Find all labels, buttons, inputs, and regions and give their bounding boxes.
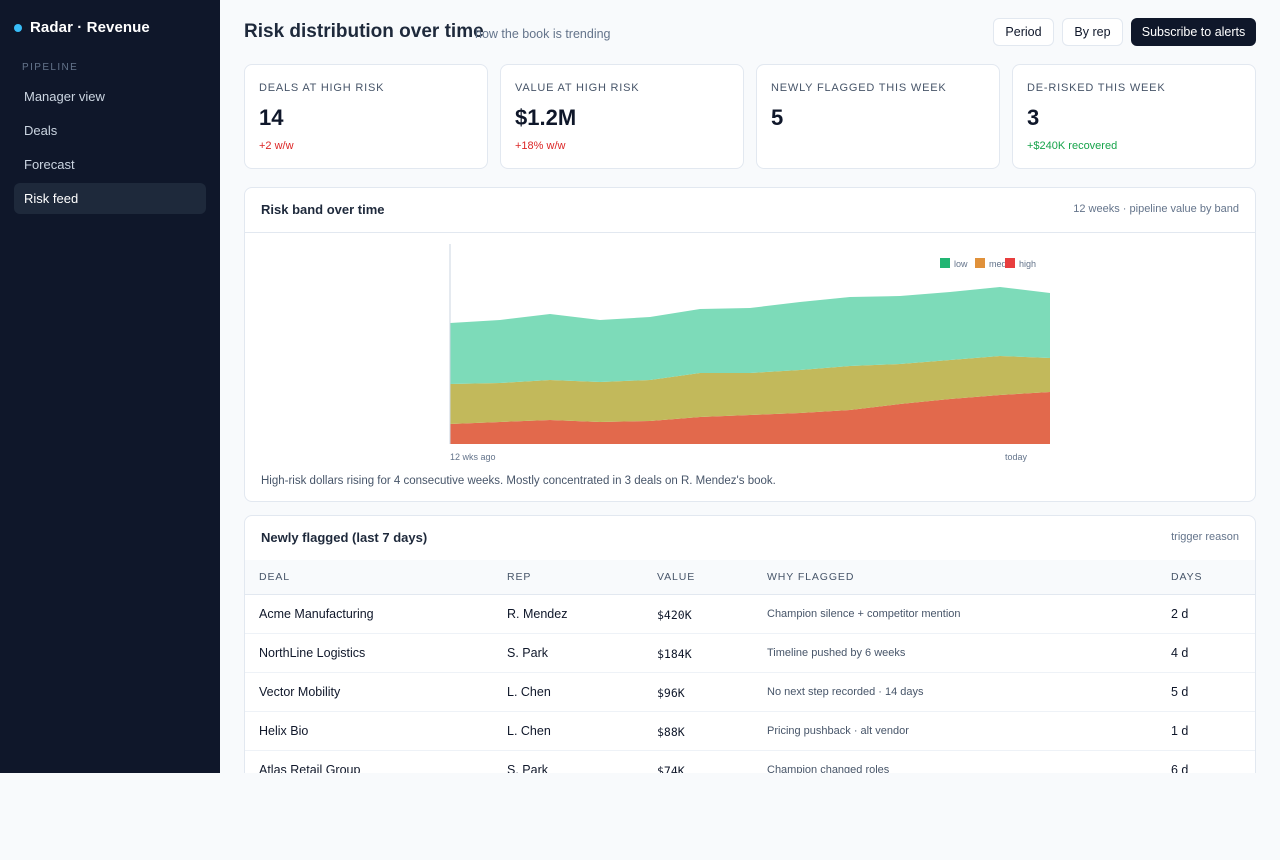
deal-value: $74K	[657, 764, 685, 773]
sidebar-item-deals[interactable]: Deals	[24, 123, 58, 138]
main-content: Risk distribution over time how the book…	[220, 0, 1280, 773]
days-flagged: 5 d	[1171, 685, 1189, 699]
by-rep-button[interactable]: By rep	[1062, 18, 1123, 46]
legend-label-high: high	[1019, 259, 1036, 269]
deal-value: $420K	[657, 608, 692, 622]
column-header-value: VALUE	[657, 571, 696, 583]
app-window: Radar · Revenue PIPELINE Manager view De…	[0, 0, 1280, 773]
rep-name: L. Chen	[507, 724, 551, 738]
sidebar-nav: Manager view Deals Forecast Risk feed	[14, 81, 206, 217]
table-row[interactable]: Acme Manufacturing R. Mendez $420K Champ…	[245, 595, 1255, 634]
kpi-card-value-high-risk: VALUE AT HIGH RISK $1.2M +18% w/w	[500, 64, 744, 169]
deal-name: Atlas Retail Group	[259, 763, 361, 773]
rep-name: S. Park	[507, 646, 548, 660]
area-series-low	[450, 287, 1050, 384]
chart-footnote: High-risk dollars rising for 4 consecuti…	[261, 475, 776, 487]
sidebar-item-manager-view[interactable]: Manager view	[24, 89, 105, 104]
flag-reason: Champion changed roles	[767, 764, 890, 773]
deal-name: Acme Manufacturing	[259, 607, 374, 621]
page-title: Risk distribution over time	[244, 21, 484, 42]
sidebar-item-forecast[interactable]: Forecast	[24, 157, 75, 172]
legend-swatch-high	[1005, 258, 1015, 268]
kpi-label: VALUE AT HIGH RISK	[515, 82, 640, 94]
subscribe-alerts-button[interactable]: Subscribe to alerts	[1131, 18, 1256, 46]
table-header: DEAL REP VALUE WHY FLAGGED DAYS	[245, 560, 1255, 595]
page-subtitle: how the book is trending	[475, 27, 611, 41]
kpi-card-newly-flagged: NEWLY FLAGGED THIS WEEK 5	[756, 64, 1000, 169]
legend-swatch-med	[975, 258, 985, 268]
period-button[interactable]: Period	[993, 18, 1054, 46]
deal-name: Vector Mobility	[259, 685, 341, 699]
brand-dot-icon	[14, 23, 22, 32]
legend-label-med: med	[989, 259, 1007, 269]
deal-name: Helix Bio	[259, 724, 309, 738]
kpi-label: DE-RISKED THIS WEEK	[1027, 82, 1166, 94]
kpi-value: 3	[1027, 105, 1040, 130]
app-name: Radar · Revenue	[30, 19, 150, 36]
x-tick-label: today	[1005, 452, 1028, 462]
column-header-rep: REP	[507, 571, 532, 583]
risk-band-chart: 12 wks ago today low med high	[449, 244, 1050, 462]
kpi-value: $1.2M	[515, 105, 577, 130]
kpi-value: 14	[259, 105, 284, 130]
rep-name: S. Park	[507, 763, 548, 773]
card-title: Risk band over time	[261, 202, 385, 217]
column-header-days: DAYS	[1171, 571, 1203, 583]
legend-swatch-low	[940, 258, 950, 268]
days-flagged: 2 d	[1171, 607, 1189, 621]
kpi-card-deals-high-risk: DEALS AT HIGH RISK 14 +2 w/w	[244, 64, 488, 169]
rep-name: R. Mendez	[507, 607, 568, 621]
kpi-label: NEWLY FLAGGED THIS WEEK	[771, 82, 947, 94]
flag-reason: No next step recorded · 14 days	[767, 686, 924, 698]
card-header: Risk band over time 12 weeks · pipeline …	[245, 188, 1255, 233]
sidebar-item-risk-feed[interactable]: Risk feed	[14, 183, 206, 214]
kpi-label: DEALS AT HIGH RISK	[259, 82, 385, 94]
column-header-deal: DEAL	[259, 571, 291, 583]
kpi-card-de-risked: DE-RISKED THIS WEEK 3 +$240K recovered	[1012, 64, 1256, 169]
column-header-why-flagged: WHY FLAGGED	[767, 571, 855, 583]
days-flagged: 6 d	[1171, 763, 1189, 773]
kpi-delta: +$240K recovered	[1027, 140, 1118, 152]
rep-name: L. Chen	[507, 685, 551, 699]
flag-reason: Champion silence + competitor mention	[767, 608, 961, 620]
table-row[interactable]: Vector Mobility L. Chen $96K No next ste…	[245, 673, 1255, 712]
flag-reason: Timeline pushed by 6 weeks	[767, 647, 906, 659]
kpi-delta: +2 w/w	[259, 140, 294, 152]
newly-flagged-card: Newly flagged (last 7 days) trigger reas…	[244, 515, 1256, 773]
days-flagged: 4 d	[1171, 646, 1189, 660]
sidebar: Radar · Revenue PIPELINE Manager view De…	[0, 0, 220, 773]
area-series-med	[450, 356, 1050, 424]
table-row[interactable]: Helix Bio L. Chen $88K Pricing pushback …	[245, 712, 1255, 751]
flag-reason: Pricing pushback · alt vendor	[767, 725, 909, 737]
card-header: Newly flagged (last 7 days) trigger reas…	[245, 516, 1255, 561]
kpi-value: 5	[771, 105, 784, 130]
risk-band-card: Risk band over time 12 weeks · pipeline …	[244, 187, 1256, 502]
deal-value: $184K	[657, 647, 692, 661]
card-meta: 12 weeks · pipeline value by band	[1073, 203, 1239, 215]
deal-value: $96K	[657, 686, 685, 700]
deal-value: $88K	[657, 725, 685, 739]
brand: Radar · Revenue	[14, 19, 150, 36]
table-row[interactable]: Atlas Retail Group S. Park $74K Champion…	[245, 751, 1255, 773]
x-tick-label: 12 wks ago	[450, 452, 496, 462]
nav-section-label: PIPELINE	[22, 62, 79, 73]
table-row[interactable]: NorthLine Logistics S. Park $184K Timeli…	[245, 634, 1255, 673]
card-title: Newly flagged (last 7 days)	[261, 530, 428, 545]
days-flagged: 1 d	[1171, 724, 1189, 738]
deal-name: NorthLine Logistics	[259, 646, 366, 660]
kpi-delta: +18% w/w	[515, 140, 566, 152]
legend-label-low: low	[954, 259, 968, 269]
flagged-table: DEAL REP VALUE WHY FLAGGED DAYS Acme Man…	[245, 560, 1255, 773]
area-series-high	[450, 392, 1050, 444]
card-meta: trigger reason	[1171, 531, 1239, 543]
